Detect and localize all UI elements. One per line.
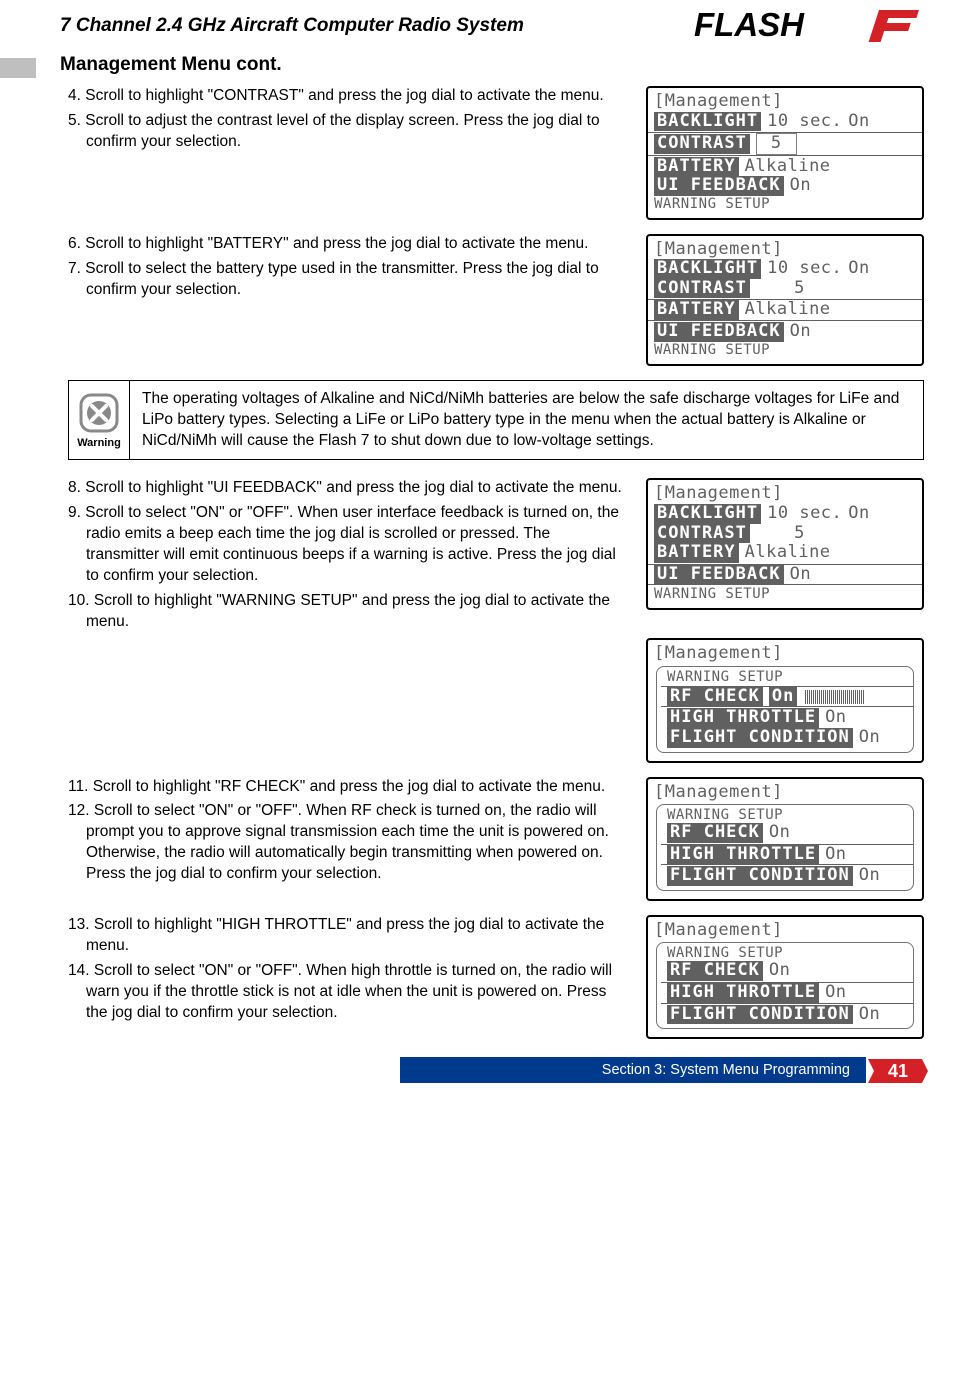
step-9: 9. Scroll to select "ON" or "OFF". When … bbox=[68, 503, 626, 587]
lcd-ui-feedback: [Management] BACKLIGHT 10 sec. On CONTRA… bbox=[646, 478, 924, 610]
section-title: Management Menu cont. bbox=[60, 54, 282, 78]
step-7: 7. Scroll to select the battery type use… bbox=[68, 259, 626, 301]
step-13: 13. Scroll to highlight "HIGH THROTTLE" … bbox=[68, 915, 626, 957]
step-12: 12. Scroll to select "ON" or "OFF". When… bbox=[68, 801, 626, 885]
warning-icon bbox=[77, 391, 121, 435]
doc-title: 7 Channel 2.4 GHz Aircraft Computer Radi… bbox=[60, 15, 524, 37]
step-10: 10. Scroll to highlight "WARNING SETUP" … bbox=[68, 591, 626, 633]
lcd-contrast: [Management] BACKLIGHT 10 sec. On CONTRA… bbox=[646, 86, 924, 220]
warning-text: The operating voltages of Alkaline and N… bbox=[130, 381, 923, 460]
page-number-badge: 41 bbox=[868, 1051, 928, 1091]
step-8: 8. Scroll to highlight "UI FEEDBACK" and… bbox=[68, 478, 626, 499]
svg-text:41: 41 bbox=[888, 1061, 908, 1081]
step-11: 11. Scroll to highlight "RF CHECK" and p… bbox=[68, 777, 626, 798]
lcd-high-throttle: [Management] WARNING SETUP RF CHECK On H… bbox=[646, 915, 924, 1039]
warning-label: Warning bbox=[77, 437, 121, 449]
lcd-rf-check: [Management] WARNING SETUP RF CHECK On H… bbox=[646, 777, 924, 901]
step-5: 5. Scroll to adjust the contrast level o… bbox=[68, 111, 626, 153]
lcd-warning-setup-rf: [Management] WARNING SETUP RF CHECK On H… bbox=[646, 638, 924, 762]
step-4: 4. Scroll to highlight "CONTRAST" and pr… bbox=[68, 86, 626, 107]
brand-logo: FLASH bbox=[694, 8, 924, 44]
lcd-battery: [Management] BACKLIGHT 10 sec. On CONTRA… bbox=[646, 234, 924, 366]
step-14: 14. Scroll to select "ON" or "OFF". When… bbox=[68, 961, 626, 1024]
svg-text:FLASH: FLASH bbox=[694, 8, 805, 43]
step-6: 6. Scroll to highlight "BATTERY" and pre… bbox=[68, 234, 626, 255]
footer-section: Section 3: System Menu Programming bbox=[400, 1057, 866, 1083]
warning-callout: Warning The operating voltages of Alkali… bbox=[68, 380, 924, 461]
section-tab bbox=[0, 58, 36, 78]
